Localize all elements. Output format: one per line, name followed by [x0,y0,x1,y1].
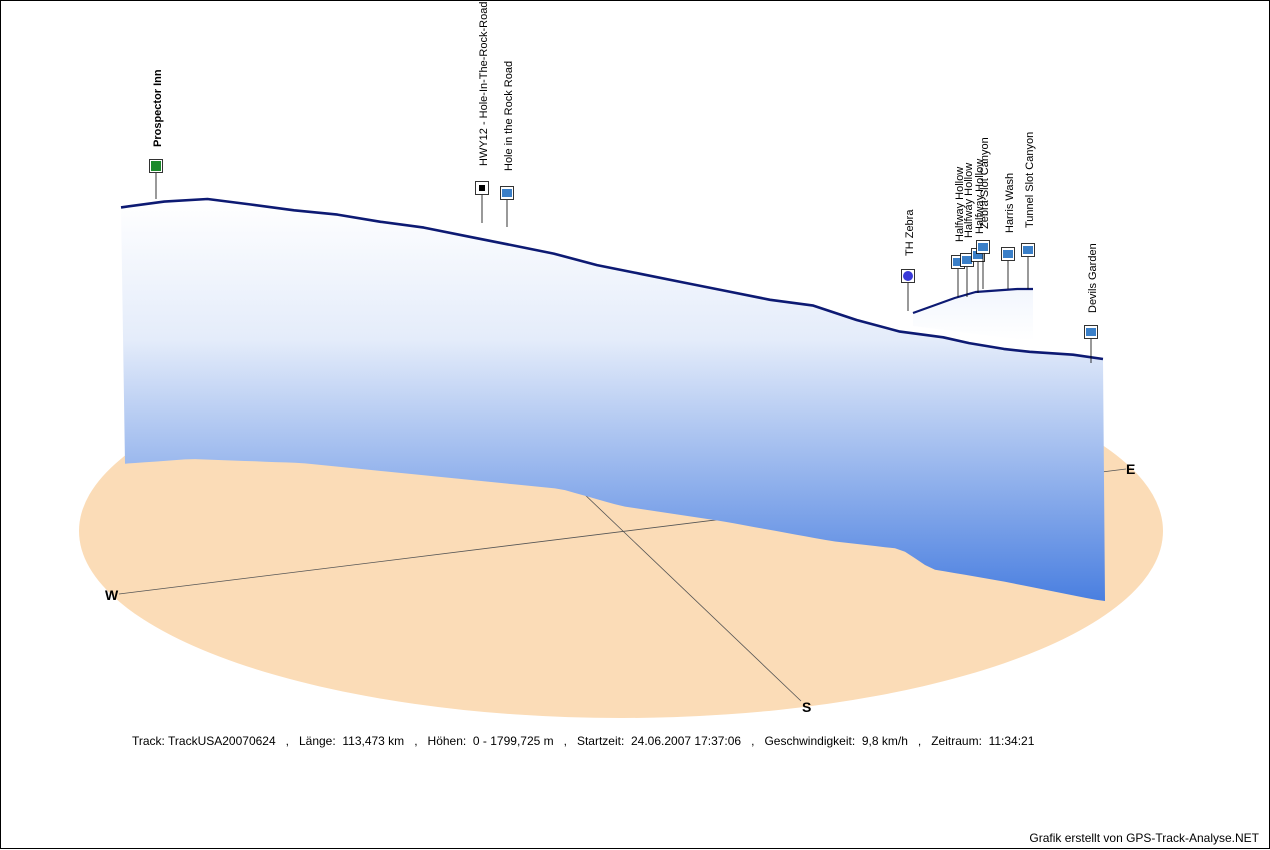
waypoint: Tunnel Slot Canyon [1021,132,1036,289]
compass-axis-ns [580,490,802,702]
camera-icon-glyph [978,243,988,251]
waypoint-label: Prospector Inn [152,69,164,147]
waypoint-label: TH Zebra [904,209,916,256]
waypoint-layer: Prospector Inn HWY12 - Hole-In-The-Rock-R… [149,2,1099,363]
spur-fill [913,289,1033,341]
camera-icon-glyph [1086,328,1096,336]
elevation-wall [121,199,1105,601]
elevation-line [120,197,1104,361]
camera-icon-glyph [973,251,983,259]
square-icon-glyph [479,185,485,191]
waypoint: Zebra Slot Canyon [976,137,991,289]
height-value: 0 - 1799,725 m [472,734,554,748]
speed-value: 9,8 km/h [861,734,908,748]
waypoint-label: Hole in the Rock Road [503,61,515,171]
waypoint-label: Zebra Slot Canyon [979,137,991,229]
waypoint: Harris Wash [1001,173,1016,289]
waypoint: Hole in the Rock Road [500,61,515,227]
height-label: Höhen: [427,734,467,748]
period-label: Zeitraum: [931,734,982,748]
track-info: Track: TrackUSA20070624 , Länge: 113,473… [132,734,1035,748]
camera-icon-glyph [502,189,512,197]
period-value: 11:34:21 [988,734,1035,748]
waypoint-label: Tunnel Slot Canyon [1024,132,1036,228]
spur-line [912,287,1033,315]
waypoint: Devils Garden [1084,243,1099,363]
start-value: 24.06.2007 17:37:06 [631,734,742,748]
track-label: Track: [132,734,165,748]
speed-label: Geschwindigkeit: [764,734,856,748]
camera-icon-glyph [1003,250,1013,258]
start-label: Startzeit: [576,734,625,748]
camera-icon-glyph [1023,246,1033,254]
compass-west: W [105,587,119,603]
credit-text: Grafik erstellt von GPS-Track-Analyse.NE… [1029,831,1259,845]
waypoint: Prospector Inn [149,69,164,199]
length-label: Länge: [298,734,336,748]
waypoint-label: Halfway Hollow [954,167,966,242]
waypoint-label: Devils Garden [1087,243,1099,313]
waypoint-label: HWY12 - Hole-In-The-Rock-Road [478,2,490,166]
compass-south: S [802,699,811,715]
green-flag-icon-glyph [151,161,161,171]
camera-icon-glyph [962,256,972,264]
waypoint-label: Harris Wash [1004,173,1016,233]
waypoint-label: Halfway Hollow [963,163,975,238]
waypoint: TH Zebra [901,209,916,311]
camera-icon-glyph [953,258,963,266]
waypoint: Halfway Hollow [960,163,975,297]
waypoint-label: Halfway Hollow [974,159,986,234]
length-value: 113,473 km [342,734,405,748]
parking-icon-glyph [903,271,913,281]
track-value: TrackUSA20070624 [168,734,276,748]
compass-east: E [1126,461,1135,477]
waypoint: HWY12 - Hole-In-The-Rock-Road [475,2,490,223]
